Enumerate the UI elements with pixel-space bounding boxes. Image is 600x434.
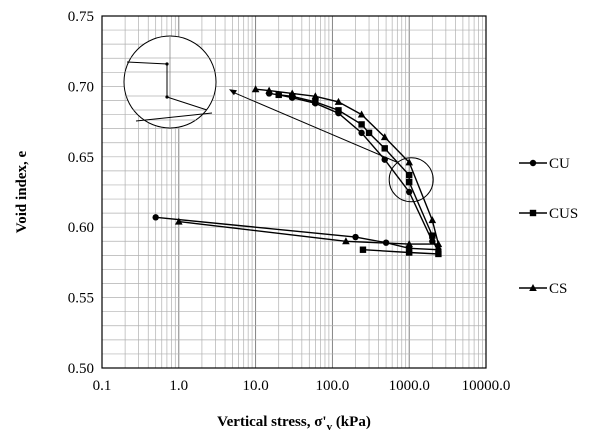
y-tick-label: 0.50 <box>68 361 94 377</box>
series-cu-point <box>406 188 413 196</box>
series-cs-point <box>434 240 443 248</box>
series-cu-point <box>152 214 159 221</box>
y-tick-labels: 0.50 0.55 0.60 0.65 0.70 0.75 <box>68 9 94 377</box>
x-tick-label: 100.0 <box>316 378 350 394</box>
series-cs-point <box>342 237 350 245</box>
series-cs-point <box>380 133 389 141</box>
inset-curve <box>126 61 208 111</box>
series-cs-point <box>311 92 320 100</box>
series-cs-point <box>405 158 413 166</box>
x-tick-label: 1000.0 <box>389 378 430 394</box>
series-cs-point <box>251 85 260 93</box>
series-cs-point <box>334 97 343 105</box>
plot-frame <box>101 15 487 369</box>
x-axis-title: Vertical stress, σ'v (kPa) <box>217 414 371 433</box>
series-cs-point <box>357 110 366 118</box>
legend-cu-label: CU <box>549 156 570 172</box>
series-cs-point <box>405 240 413 248</box>
legend: CU CUS CS <box>519 156 578 297</box>
series-cu-point <box>358 129 365 137</box>
series-cs-line <box>178 88 440 245</box>
series-cs-point <box>288 89 297 97</box>
series-cus-point <box>335 107 342 114</box>
y-tick-label: 0.60 <box>68 220 94 236</box>
x-tick-label: 0.1 <box>93 378 112 394</box>
y-tick-label: 0.75 <box>68 9 94 25</box>
zoom-target-circle <box>388 157 434 203</box>
series-cs-point <box>428 216 437 224</box>
series-cus-point <box>406 171 413 179</box>
y-tick-label: 0.65 <box>68 150 94 166</box>
series-cus-point <box>406 249 413 256</box>
series-cus-point <box>312 98 319 106</box>
series-cus-point <box>429 232 436 239</box>
legend-cus-label: CUS <box>549 206 578 222</box>
arrow-head <box>228 89 237 96</box>
series-cus-point <box>435 250 442 258</box>
legend-cs-marker <box>529 284 537 291</box>
series-cu-point <box>352 233 359 241</box>
legend-cs-label: CS <box>549 281 567 297</box>
inset-point <box>165 62 169 66</box>
series-cs-point <box>265 86 273 94</box>
y-tick-label: 0.55 <box>68 291 94 307</box>
series-cus-point <box>358 121 365 128</box>
inset-curve <box>135 112 213 122</box>
legend-cus-marker <box>529 209 537 217</box>
x-tick-label: 10000.0 <box>462 378 511 394</box>
series-cus-point <box>406 178 413 186</box>
legend-cu-marker <box>529 159 537 167</box>
x-tick-labels: 0.1 1.0 10.0 100.0 1000.0 10000.0 <box>93 378 511 394</box>
zoom-annotation <box>123 35 434 203</box>
y-axis-title: Void index, e <box>14 150 30 233</box>
zoom-connector-line <box>232 91 399 164</box>
series-lines <box>152 85 443 258</box>
x-tick-label: 10.0 <box>242 378 268 394</box>
inset-point <box>165 95 169 99</box>
series-cus-point <box>359 246 367 253</box>
series-cs-point <box>175 217 183 225</box>
x-tick-label: 1.0 <box>169 378 188 394</box>
series-cus-point <box>381 145 388 152</box>
series-cus-point <box>275 91 282 99</box>
series-cus-point <box>365 129 373 137</box>
y-tick-label: 0.70 <box>68 79 94 95</box>
